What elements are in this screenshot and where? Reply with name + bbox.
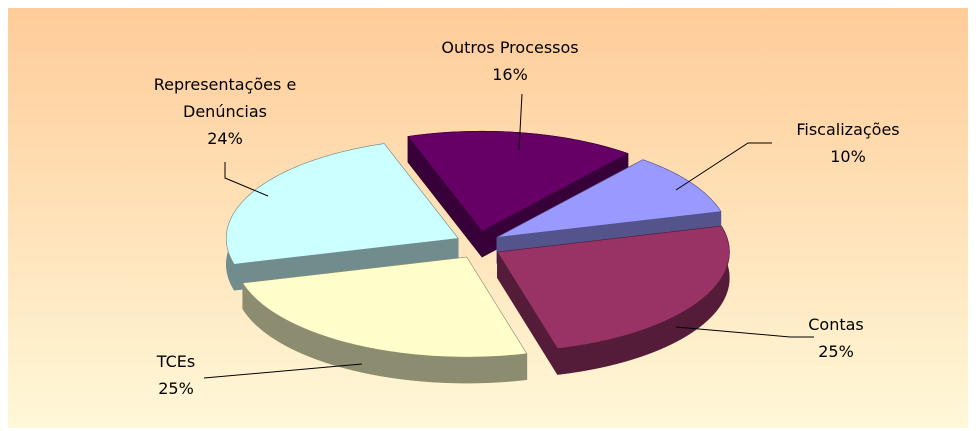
- leader-line: [518, 93, 523, 151]
- category-label: Outros Processos: [441, 38, 579, 57]
- category-label: Representações e Denúncias: [153, 75, 297, 121]
- data-label: Contas 25%: [808, 311, 864, 365]
- value-label: 16%: [492, 65, 528, 84]
- slice: [407, 130, 629, 232]
- slice: [225, 143, 459, 265]
- slice-group: [242, 256, 528, 384]
- value-label: 25%: [818, 342, 854, 361]
- slice: [496, 159, 722, 238]
- slice-group: [496, 159, 722, 264]
- category-label: Fiscalizações: [796, 120, 900, 139]
- leader-line: [224, 162, 269, 197]
- value-label: 25%: [158, 379, 194, 398]
- data-label: Representações e Denúncias 24%: [140, 71, 310, 152]
- value-label: 24%: [207, 129, 243, 148]
- data-label: TCEs 25%: [157, 348, 195, 402]
- data-label: Fiscalizações 10%: [796, 116, 899, 170]
- value-label: 10%: [830, 147, 866, 166]
- leader-line: [675, 142, 772, 191]
- slice: [496, 225, 730, 349]
- category-label: Contas: [808, 315, 864, 334]
- data-label: Outros Processos 16%: [441, 34, 578, 88]
- slice-group: [496, 225, 730, 376]
- category-label: TCEs: [156, 352, 196, 371]
- slice: [242, 256, 528, 358]
- leader-line: [203, 363, 363, 379]
- leader-line: [675, 326, 814, 338]
